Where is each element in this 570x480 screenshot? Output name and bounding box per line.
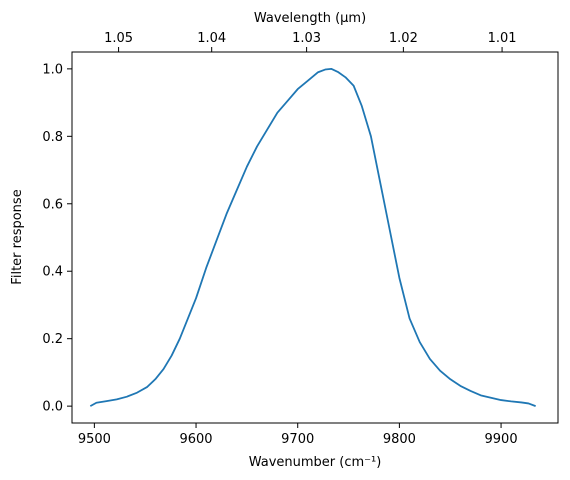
x-tick-label: 9800 xyxy=(383,432,416,447)
top-tick-label: 1.04 xyxy=(197,31,226,46)
series-line xyxy=(89,67,536,407)
x-axis-label: Wavenumber (cm⁻¹) xyxy=(249,455,382,470)
plot-area xyxy=(72,52,558,423)
x-tick-label: 9500 xyxy=(78,432,111,447)
x-tick-label: 9700 xyxy=(281,432,314,447)
y-tick-label: 0.6 xyxy=(42,197,63,212)
top-tick-label: 1.01 xyxy=(488,31,517,46)
y-axis-label: Filter response xyxy=(10,189,25,284)
y-tick-label: 1.0 xyxy=(42,62,63,77)
top-tick-label: 1.03 xyxy=(292,31,321,46)
top-axis-ticks: 1.05 1.04 1.03 1.02 1.01 xyxy=(104,31,517,52)
top-tick-label: 1.05 xyxy=(104,31,133,46)
y-tick-label: 0.4 xyxy=(42,265,63,280)
y-tick-label: 0.0 xyxy=(42,400,63,415)
top-tick-label: 1.02 xyxy=(389,31,418,46)
plot-frame xyxy=(71,51,559,424)
y-axis-ticks: 0.0 0.2 0.4 0.6 0.8 1.0 xyxy=(42,62,72,415)
top-axis-label: Wavelength (μm) xyxy=(254,11,366,26)
x-tick-label: 9900 xyxy=(485,432,518,447)
x-tick-label: 9600 xyxy=(179,432,212,447)
y-tick-label: 0.2 xyxy=(42,332,63,347)
y-tick-label: 0.8 xyxy=(42,130,63,145)
x-axis-ticks: 9500 9600 9700 9800 9900 xyxy=(78,423,518,447)
